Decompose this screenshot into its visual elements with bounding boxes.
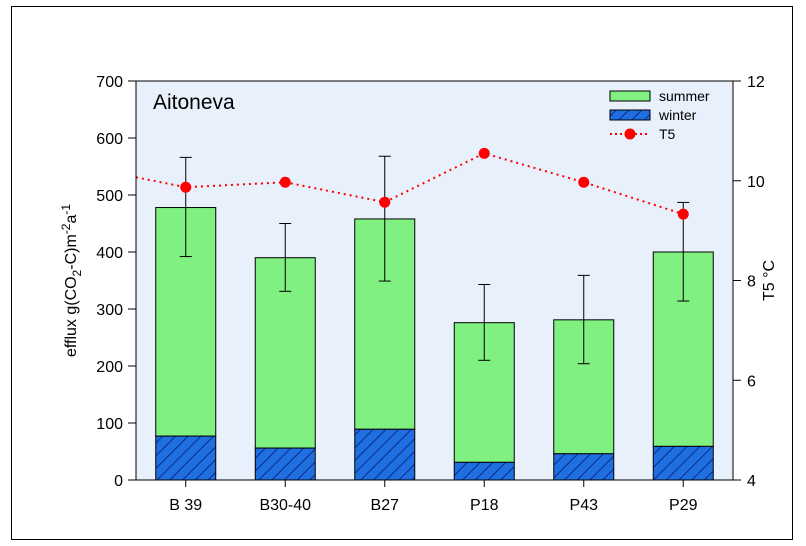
y-right-tick-label: 12 [747, 74, 765, 91]
x-tick-label: P18 [470, 497, 499, 514]
y-left-tick-label: 500 [96, 188, 123, 205]
legend-label-t5: T5 [659, 126, 676, 142]
x-tick-label: B30-40 [259, 497, 311, 514]
bar-winter [652, 445, 714, 481]
ylabel-sub: 2 [70, 269, 84, 276]
y-axis-right-label: T5 °C [761, 260, 778, 301]
legend: summer winter T5 [609, 88, 710, 142]
bar-winter [553, 453, 615, 481]
y-right-tick-label: 10 [747, 174, 765, 191]
y-left-tick-label: 600 [96, 131, 123, 148]
t5-point [578, 176, 590, 188]
y-left-tick-label: 100 [96, 416, 123, 433]
bar-winter [155, 435, 217, 481]
ylabel-part: efflux g(CO [63, 276, 80, 357]
chart-title: Aitoneva [153, 91, 235, 114]
y-right-tick-label: 4 [747, 473, 756, 490]
y-left-tick-label: 400 [96, 245, 123, 262]
legend-label-winter: winter [658, 107, 697, 123]
legend-swatch-summer [609, 90, 651, 102]
t5-point [279, 176, 291, 188]
t5-point [379, 196, 391, 208]
error-bars [179, 155, 690, 365]
axes: 0 100 200 300 400 500 600 700 4 6 8 10 12 B 39 B30-40 B… [96, 74, 765, 514]
y-left-tick-label: 300 [96, 302, 123, 319]
y-left-tick-label: 200 [96, 359, 123, 376]
plot-background [136, 81, 733, 480]
bar-winter [354, 428, 416, 481]
t5-point [478, 147, 490, 159]
ylabel-sup: -2 [59, 223, 73, 234]
x-tick-label: P43 [570, 497, 599, 514]
legend-marker-t5 [624, 128, 636, 140]
ylabel-part: -C)m [63, 234, 80, 270]
ylabel-part: a [63, 215, 80, 224]
x-tick-label: B27 [371, 497, 400, 514]
t5-line [135, 147, 689, 220]
y-right-tick-label: 8 [747, 274, 756, 291]
bar-winter [254, 447, 316, 481]
t5-point [677, 208, 689, 220]
y-right-tick-label: 6 [747, 373, 756, 390]
y-left-tick-label: 700 [96, 74, 123, 91]
bar-winter [453, 461, 515, 481]
legend-swatch-winter [609, 109, 651, 121]
y-left-tick-label: 0 [114, 473, 123, 490]
legend-label-summer: summer [659, 88, 710, 104]
ylabel-sup: -1 [59, 204, 73, 215]
x-tick-label: P29 [669, 497, 698, 514]
t5-point [180, 181, 192, 193]
y-axis-left-label: efflux g(CO2-C)m-2a-1 [59, 204, 84, 357]
x-tick-label: B 39 [169, 497, 202, 514]
